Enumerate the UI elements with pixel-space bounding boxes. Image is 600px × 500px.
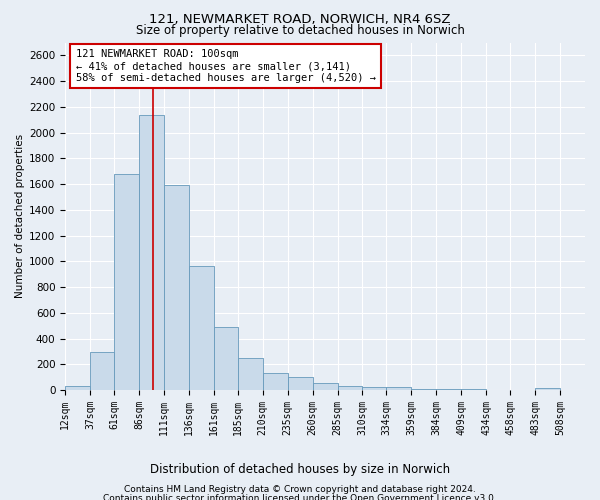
Bar xyxy=(189,266,214,390)
Text: Contains HM Land Registry data © Crown copyright and database right 2024.: Contains HM Land Registry data © Crown c… xyxy=(124,485,476,494)
Bar xyxy=(287,376,313,390)
Bar xyxy=(90,352,114,390)
Bar xyxy=(214,327,238,390)
Y-axis label: Number of detached properties: Number of detached properties xyxy=(15,134,25,298)
Bar xyxy=(362,388,386,390)
Text: Contains public sector information licensed under the Open Government Licence v3: Contains public sector information licen… xyxy=(103,494,497,500)
Bar xyxy=(238,358,263,390)
Bar xyxy=(139,114,164,390)
Bar xyxy=(412,388,436,390)
Bar xyxy=(386,388,412,390)
Bar xyxy=(114,174,139,390)
Text: Distribution of detached houses by size in Norwich: Distribution of detached houses by size … xyxy=(150,462,450,475)
Bar xyxy=(338,386,362,390)
Text: 121 NEWMARKET ROAD: 100sqm
← 41% of detached houses are smaller (3,141)
58% of s: 121 NEWMARKET ROAD: 100sqm ← 41% of deta… xyxy=(76,50,376,82)
Text: Size of property relative to detached houses in Norwich: Size of property relative to detached ho… xyxy=(136,24,464,37)
Bar xyxy=(535,388,560,390)
Bar xyxy=(164,184,189,390)
Bar xyxy=(313,383,338,390)
Text: 121, NEWMARKET ROAD, NORWICH, NR4 6SZ: 121, NEWMARKET ROAD, NORWICH, NR4 6SZ xyxy=(149,12,451,26)
Bar xyxy=(263,374,287,390)
Bar xyxy=(65,386,90,390)
